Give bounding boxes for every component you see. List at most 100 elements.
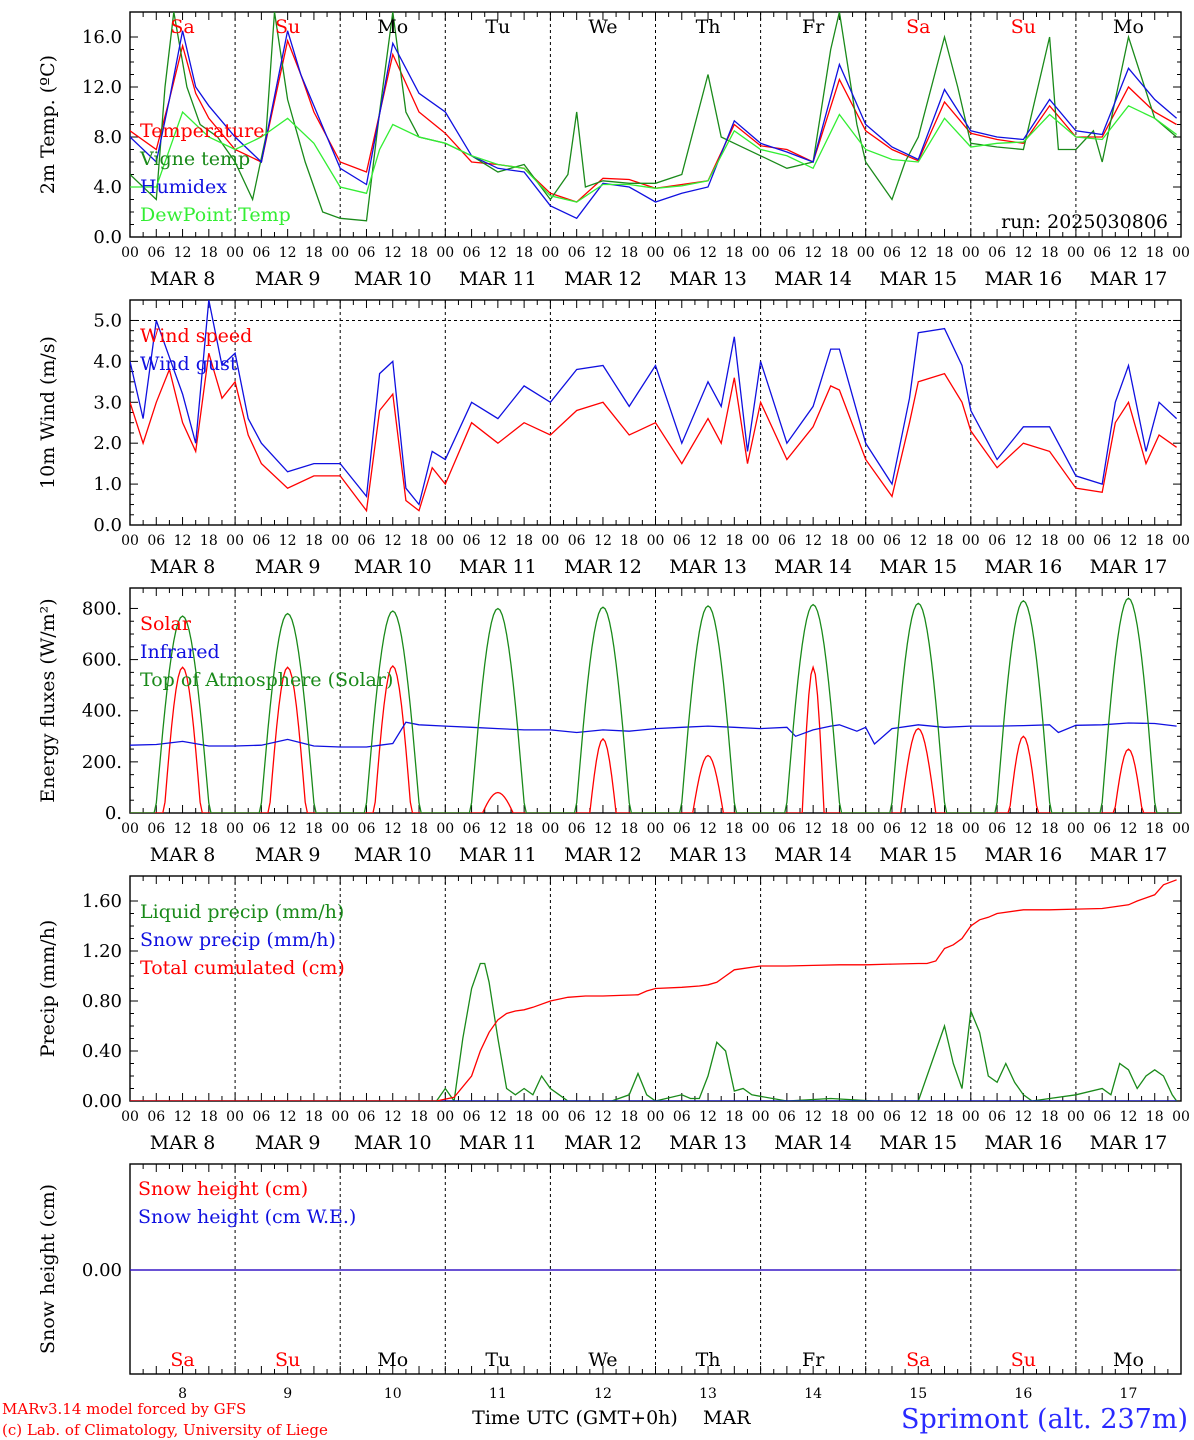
hour-label: 06 — [252, 1109, 270, 1125]
hour-label: 00 — [752, 245, 770, 261]
hour-label: 00 — [962, 821, 980, 837]
hour-label: 18 — [1041, 1109, 1059, 1125]
hour-label: 00 — [226, 1109, 244, 1125]
hour-label: 00 — [541, 533, 559, 549]
hour-label: 06 — [358, 1109, 376, 1125]
day-name-top: Mo — [377, 16, 408, 38]
date-label: MAR 10 — [354, 844, 432, 866]
date-label: MAR 16 — [984, 1132, 1062, 1154]
y-tick-label: 0.80 — [82, 991, 122, 1012]
plot-area — [130, 12, 1178, 222]
run-label: run: 2025030806 — [1001, 211, 1168, 233]
day-name-bottom: Su — [275, 1349, 300, 1371]
hour-label: 06 — [1093, 1109, 1111, 1125]
hour-label: 00 — [436, 533, 454, 549]
day-number: 10 — [384, 1386, 402, 1402]
hour-label: 12 — [1014, 245, 1032, 261]
day-name-top: Tu — [485, 16, 510, 38]
hour-label: 00 — [331, 1109, 349, 1125]
legend-entry: Wind gust — [140, 353, 238, 375]
hour-label: 12 — [1014, 821, 1032, 837]
day-name-bottom: Mo — [377, 1349, 408, 1371]
hour-label: 18 — [620, 1109, 638, 1125]
hour-label: 00 — [121, 821, 139, 837]
hour-label: 00 — [962, 533, 980, 549]
hour-label: 12 — [384, 1109, 402, 1125]
y-axis-label: Snow height (cm) — [37, 1184, 59, 1354]
date-label: MAR 10 — [354, 268, 432, 290]
day-number: 12 — [594, 1386, 612, 1402]
hour-label: 06 — [568, 1109, 586, 1125]
hour-label: 00 — [331, 821, 349, 837]
date-label: MAR 12 — [564, 1132, 642, 1154]
day-number: 15 — [909, 1386, 927, 1402]
y-tick-label: 1.0 — [93, 474, 122, 495]
hour-label: 12 — [804, 821, 822, 837]
hour-label: 18 — [515, 1109, 533, 1125]
hour-label: 00 — [226, 245, 244, 261]
hour-label: 18 — [936, 533, 954, 549]
hour-label: 18 — [1041, 533, 1059, 549]
hour-label: 00 — [1067, 245, 1085, 261]
hour-label: 06 — [673, 533, 691, 549]
hour-label: 18 — [725, 1109, 743, 1125]
date-label: MAR 14 — [774, 1132, 852, 1154]
day-name-bottom: We — [588, 1349, 617, 1371]
hour-label: 00 — [1067, 821, 1085, 837]
hour-label: 18 — [200, 1109, 218, 1125]
hour-label: 06 — [568, 533, 586, 549]
hour-label: 12 — [909, 245, 927, 261]
hour-label: 06 — [988, 821, 1006, 837]
hour-label: 00 — [121, 533, 139, 549]
hour-label: 18 — [936, 245, 954, 261]
date-label: MAR 16 — [984, 556, 1062, 578]
hour-label: 18 — [936, 821, 954, 837]
hour-label: 06 — [358, 533, 376, 549]
y-axis-label: 2m Temp. (ºC) — [37, 55, 59, 194]
day-number: 14 — [804, 1386, 822, 1402]
plot-area — [130, 597, 1181, 813]
date-label: MAR 16 — [984, 268, 1062, 290]
y-tick-label: 4.0 — [93, 177, 122, 198]
date-label: MAR 10 — [354, 556, 432, 578]
day-number: 9 — [283, 1386, 292, 1402]
hour-label: 12 — [174, 821, 192, 837]
hour-label: 00 — [857, 1109, 875, 1125]
legend-entry: Snow precip (mm/h) — [140, 929, 336, 951]
hour-label: 06 — [883, 1109, 901, 1125]
hour-label: 18 — [725, 245, 743, 261]
hour-label: 06 — [1093, 533, 1111, 549]
hour-label: 00 — [962, 1109, 980, 1125]
hour-label: 18 — [1146, 533, 1164, 549]
hour-label: 00 — [1067, 533, 1085, 549]
panel-frame — [129, 299, 1182, 526]
y-tick-label: 2.0 — [93, 433, 122, 454]
hour-label: 00 — [857, 821, 875, 837]
hour-label: 00 — [436, 821, 454, 837]
hour-label: 06 — [778, 821, 796, 837]
y-tick-label: 8.0 — [93, 127, 122, 148]
hour-label: 18 — [831, 533, 849, 549]
date-label: MAR 8 — [150, 1132, 216, 1154]
hour-label: 18 — [305, 245, 323, 261]
date-label: MAR 11 — [459, 556, 537, 578]
hour-label: 06 — [463, 533, 481, 549]
y-tick-label: 0.40 — [82, 1041, 122, 1062]
day-name-top: Su — [1011, 16, 1036, 38]
hour-label: 00 — [1172, 245, 1190, 261]
date-label: MAR 12 — [564, 844, 642, 866]
day-name-top: We — [588, 16, 617, 38]
hour-label: 00 — [436, 1109, 454, 1125]
series-line-top-of-atmosphere-solar- — [130, 597, 1181, 813]
model-credit: MARv3.14 model forced by GFS — [2, 1400, 246, 1418]
hour-label: 12 — [594, 533, 612, 549]
hour-label: 00 — [331, 533, 349, 549]
date-label: MAR 14 — [774, 268, 852, 290]
hour-label: 18 — [305, 821, 323, 837]
y-tick-label: 600. — [82, 650, 122, 671]
hour-label: 18 — [410, 245, 428, 261]
hour-label: 12 — [279, 245, 297, 261]
hour-label: 18 — [1041, 821, 1059, 837]
y-tick-label: 1.20 — [82, 941, 122, 962]
